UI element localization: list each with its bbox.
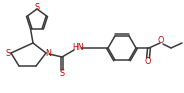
- Text: S: S: [6, 49, 10, 57]
- Text: HN: HN: [72, 43, 84, 52]
- Text: O: O: [145, 57, 151, 66]
- Text: O: O: [158, 36, 164, 44]
- Text: S: S: [59, 69, 65, 78]
- Text: S: S: [34, 3, 40, 12]
- Text: N: N: [45, 49, 51, 57]
